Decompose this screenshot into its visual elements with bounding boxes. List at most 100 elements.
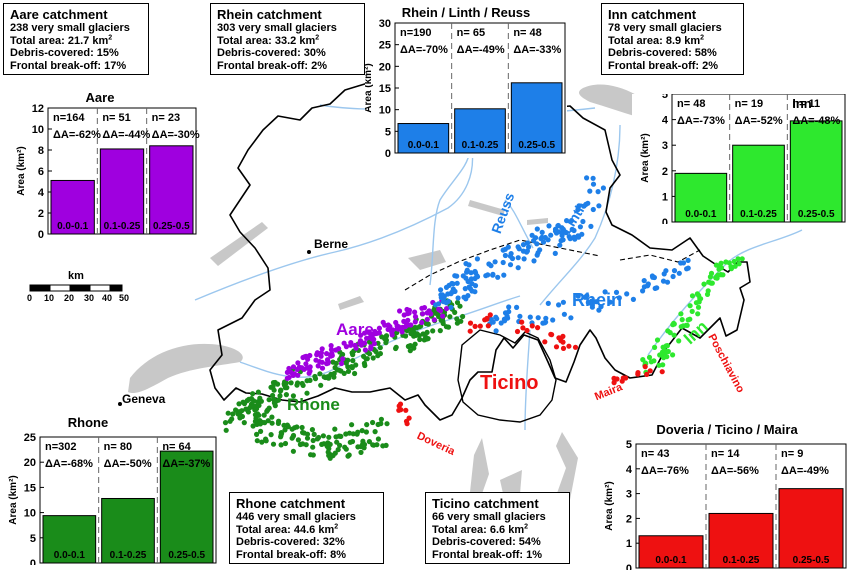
glacier-dot: [581, 203, 587, 209]
glacier-dot: [346, 452, 352, 458]
glacier-dot: [378, 416, 384, 422]
glacier-dot: [552, 250, 558, 256]
glacier-dot: [401, 312, 407, 318]
glacier-dot: [314, 350, 320, 356]
glacier-dot: [477, 323, 483, 329]
glacier-dot: [670, 273, 676, 280]
scale-tick-50: 50: [119, 293, 130, 303]
glacier-dot: [553, 344, 560, 350]
glacier-dot: [345, 368, 352, 374]
glacier-dot: [450, 281, 456, 287]
glacier-dot: [354, 431, 360, 437]
glacier-dot: [358, 332, 364, 338]
glacier-dot: [524, 240, 531, 246]
glacier-dot: [278, 432, 284, 438]
glacier-dot: [596, 203, 602, 209]
glacier-dot: [363, 356, 369, 362]
glacier-dot: [580, 218, 586, 225]
glacier-dot: [490, 272, 496, 278]
glacier-dot: [350, 358, 356, 364]
glacier-dot: [560, 345, 567, 351]
delta-area-label: ΔA=-56%: [711, 465, 759, 477]
glacier-dot: [689, 308, 695, 314]
glacier-dot: [269, 414, 275, 420]
glacier-dot: [258, 428, 264, 434]
glacier-dot: [406, 343, 412, 349]
glacier-dot: [568, 315, 574, 321]
chart-rhein: Rhein / Linth / Reuss 0 5 10 15 20 25 30 Area (k…: [363, 3, 567, 160]
category-label: 0.0-0.1: [685, 209, 717, 220]
glacier-dot: [288, 380, 294, 386]
glacier-dot: [534, 226, 540, 232]
glacier-dot: [438, 292, 444, 298]
glacier-dot: [646, 354, 653, 360]
glacier-dot: [402, 324, 409, 330]
glacier-dot: [635, 370, 641, 376]
glacier-dot: [613, 289, 620, 295]
y-tick-label: 25: [24, 432, 36, 444]
glacier-dot: [412, 319, 418, 325]
glacier-dot: [543, 319, 549, 325]
glacier-dot: [464, 267, 470, 273]
glacier-dot: [537, 247, 543, 253]
glacier-dot: [270, 380, 277, 386]
scale-tick-10: 10: [44, 293, 55, 303]
glacier-dot: [466, 262, 472, 268]
glacier-dot: [514, 328, 521, 335]
delta-area-label: ΔA=-70%: [400, 44, 448, 56]
glacier-dot: [383, 337, 389, 343]
glacier-dot: [718, 272, 724, 278]
glacier-dot: [524, 327, 530, 334]
info-title: Rhone catchment: [236, 496, 346, 511]
glacier-dot: [502, 252, 508, 259]
glacier-dot: [320, 433, 326, 439]
glacier-dot: [589, 304, 596, 310]
glacier-dot: [515, 265, 521, 271]
glacier-dot: [349, 350, 355, 356]
glacier-dot: [543, 315, 549, 321]
info-count: 303 very small glaciers: [217, 22, 337, 34]
glacier-dot: [671, 332, 677, 338]
lake-neuchatel: [210, 222, 268, 266]
category-label: 0.0-0.1: [655, 555, 687, 566]
chart-title: Rhein / Linth / Reuss: [402, 5, 531, 20]
glacier-dot: [319, 359, 325, 365]
glacier-dot: [535, 325, 541, 331]
glacier-dot: [419, 319, 425, 326]
info-debris: Debris-covered: 54%: [432, 536, 541, 548]
glacier-dot: [290, 393, 296, 399]
glacier-dot: [370, 419, 376, 426]
y-tick-label: 30: [379, 18, 391, 30]
y-tick-label: 20: [24, 457, 36, 469]
glacier-dot: [374, 330, 380, 336]
n-label: n= 80: [104, 441, 132, 453]
glacier-dot: [517, 313, 523, 319]
chart-rhone: Rhone 0 5 10 15 20 25 Area (km²) 0.0-0.1 n=302 ΔA=…: [0, 415, 218, 570]
y-tick-label: 10: [379, 105, 391, 117]
glacier-dot: [324, 351, 330, 357]
glacier-dot: [352, 370, 358, 377]
glacier-dot: [708, 270, 715, 276]
glacier-dot: [399, 329, 405, 335]
y-tick-label: 20: [379, 61, 391, 73]
glacier-dot: [304, 390, 310, 396]
info-frontal: Frontal break-off: 1%: [432, 548, 543, 561]
glacier-dot: [373, 348, 379, 355]
glacier-dot: [412, 324, 418, 331]
delta-area-label: ΔA=-37%: [162, 458, 210, 470]
glacier-dot: [295, 437, 301, 443]
glacier-dot: [467, 320, 474, 326]
glacier-dot: [568, 218, 575, 224]
glacier-dot: [716, 266, 722, 272]
glacier-dot: [576, 203, 582, 209]
glacier-dot: [556, 335, 562, 341]
glacier-dot: [278, 387, 284, 393]
glacier-dot: [611, 380, 617, 386]
glacier-dot: [412, 309, 418, 315]
y-tick-label: 15: [379, 83, 391, 95]
glacier-dot: [340, 356, 346, 362]
glacier-dot: [671, 321, 677, 327]
glacier-dot: [309, 427, 315, 433]
chart-title: Inn: [792, 96, 812, 111]
info-frontal: Frontal break-off: 2%: [608, 59, 719, 72]
